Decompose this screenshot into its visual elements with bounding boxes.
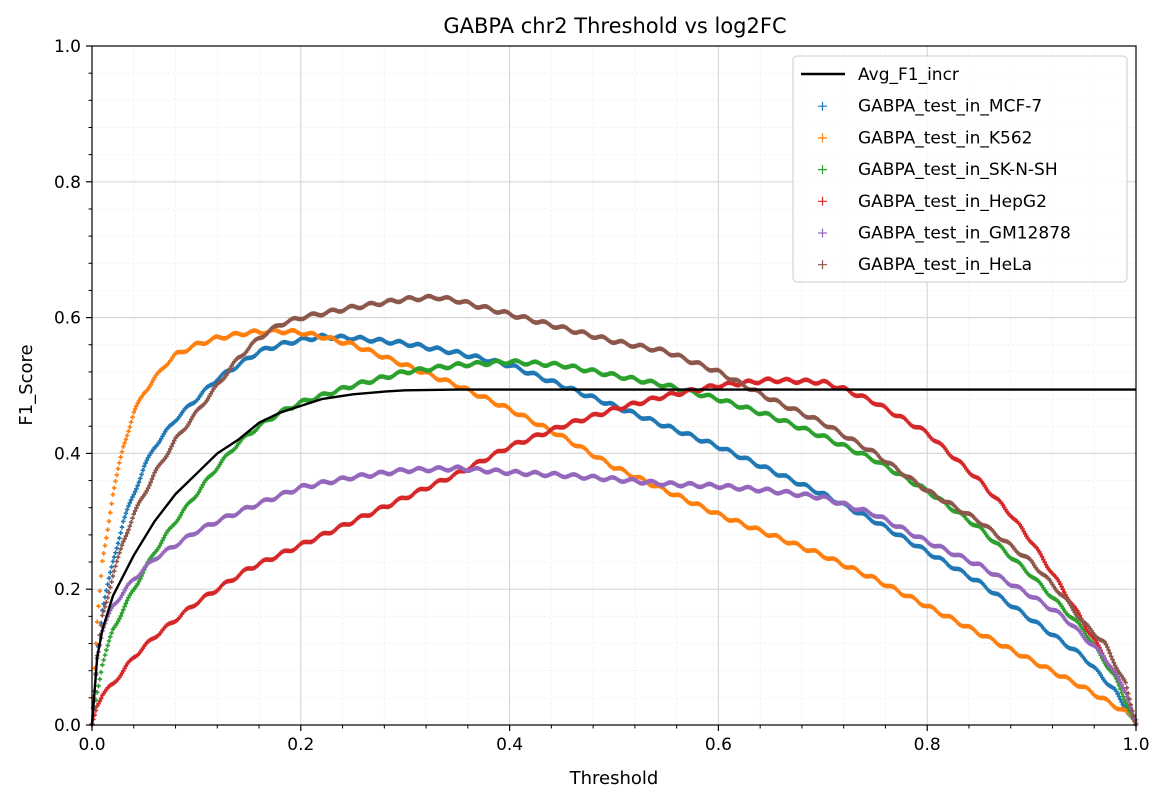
x-tick-label: 0.0 [78,735,105,755]
legend-label-gabpa-test-in-sk-n-sh: GABPA_test_in_SK-N-SH [858,160,1058,180]
y-tick-label: 0.0 [54,716,81,736]
y-tick-label: 1.0 [54,37,81,57]
legend-swatch-gabpa-test-in-sk-n-sh [818,165,827,175]
series-avg-f1-incr-line [90,388,1136,726]
series-layer [89,293,1139,728]
x-axis-label: Threshold [569,768,659,789]
y-tick-label: 0.4 [54,444,81,464]
legend-label-avg-f1-incr: Avg_F1_incr [858,65,959,85]
legend-label-gabpa-test-in-gm12878: GABPA_test_in_GM12878 [858,224,1071,244]
x-tick-label: 0.6 [705,735,732,755]
legend: Avg_F1_incr GABPA_test_in_MCF-7 GABPA_test… [792,55,1128,283]
series-gabpa-test-in-gm12878-markers [89,464,1139,726]
y-tick-label: 0.8 [54,173,81,193]
legend-swatch-gabpa-test-in-k562 [818,133,827,143]
legend-label-gabpa-test-in-k562: GABPA_test_in_K562 [858,128,1033,148]
legend-box [792,55,1128,283]
x-tick-label: 0.8 [914,735,941,755]
legend-label-gabpa-test-in-hela: GABPA_test_in_HeLa [858,255,1032,275]
legend-swatch-gabpa-test-in-hela [818,260,827,270]
legend-swatch-gabpa-test-in-gm12878 [818,228,827,238]
y-tick-label: 0.2 [54,580,81,600]
chart-title: GABPA chr2 Threshold vs log2FC [443,14,786,38]
x-tick-label: 0.2 [287,735,314,755]
y-axis-label: F1_Score [16,344,37,425]
plot-frame [91,45,1137,726]
x-tick-label: 0.4 [496,735,523,755]
x-tick-label: 1.0 [1122,735,1149,755]
y-tick-label: 0.6 [54,309,81,329]
legend-label-gabpa-test-in-hepg2: GABPA_test_in_HepG2 [858,192,1047,212]
ticks: 0.0 0.2 0.4 0.6 0.8 1.0 0.0 0.2 0.4 0.6 0.8 1.0 [54,37,1150,755]
legend-swatch-gabpa-test-in-hepg2 [818,196,827,206]
series-gabpa-test-in-hepg2-markers [89,376,1139,727]
legend-label-gabpa-test-in-mcf-7: GABPA_test_in_MCF-7 [858,97,1042,117]
legend-swatch-gabpa-test-in-mcf-7 [818,101,827,111]
